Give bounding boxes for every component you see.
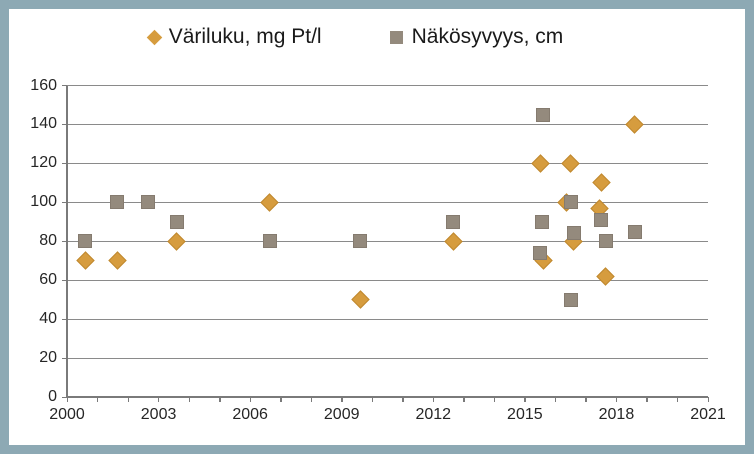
data-point-nakosyvyys: [534, 214, 549, 229]
x-tick-mark: [707, 397, 709, 402]
x-tick-mark: [554, 397, 557, 402]
data-point-nakosyvyys: [533, 245, 548, 260]
legend-item-nakosyvyys: Näkösyvyys, cm: [389, 25, 564, 49]
y-tick-mark: [62, 240, 67, 243]
gridline: [67, 357, 708, 359]
y-tick-label: 60: [39, 271, 57, 289]
data-point-variluku: [76, 251, 95, 270]
nakosyvyys-square-icon: [389, 30, 403, 44]
x-tick-mark: [97, 397, 99, 402]
data-point-variluku: [625, 115, 644, 134]
y-tick-mark: [62, 85, 67, 87]
x-axis-line: [67, 396, 708, 398]
plot-area: 0 20 40 60 80 100 120 140 160 2000 2003 2006 2009 201…: [9, 9, 745, 445]
y-tick-label: 0: [48, 388, 57, 405]
x-tick-mark: [127, 397, 129, 402]
data-point-nakosyvyys: [446, 214, 461, 229]
data-point-nakosyvyys: [78, 234, 93, 249]
x-tick-mark: [432, 397, 435, 402]
x-tick-mark: [371, 397, 374, 402]
y-tick-mark: [62, 318, 67, 321]
x-tick-mark: [493, 397, 496, 402]
x-tick-label: 2000: [49, 406, 85, 423]
x-tick-mark: [646, 397, 648, 402]
x-tick-mark: [615, 397, 618, 402]
x-tick-label: 2015: [507, 406, 543, 423]
data-point-variluku: [530, 154, 550, 173]
data-point-nakosyvyys: [563, 292, 578, 307]
gridline: [67, 318, 708, 320]
data-point-variluku: [591, 173, 611, 193]
data-point-variluku: [108, 251, 127, 270]
y-tick-label: 40: [39, 310, 57, 328]
gridline: [67, 279, 708, 281]
data-point-nakosyvyys: [536, 107, 551, 122]
data-point-nakosyvyys: [262, 234, 277, 249]
data-point-variluku: [260, 193, 280, 212]
x-tick-mark: [280, 397, 282, 402]
data-point-nakosyvyys: [110, 195, 125, 210]
data-point-variluku: [561, 154, 580, 173]
y-tick-label: 100: [30, 193, 57, 211]
x-tick-mark: [158, 397, 160, 402]
x-tick-label: 2021: [690, 406, 726, 423]
x-tick-label: 2012: [415, 406, 452, 423]
y-tick-label: 120: [30, 154, 57, 172]
x-tick-mark: [310, 397, 313, 402]
x-tick-mark: [585, 397, 587, 402]
data-point-nakosyvyys: [627, 224, 642, 239]
y-tick-mark: [62, 162, 67, 165]
gridline: [67, 240, 708, 242]
y-tick-mark: [62, 201, 67, 204]
x-tick-label: 2009: [323, 406, 360, 423]
data-point-nakosyvyys: [563, 195, 578, 210]
data-point-nakosyvyys: [140, 195, 155, 210]
y-tick-label: 140: [30, 115, 57, 133]
x-tick-mark: [676, 397, 679, 402]
legend-item-label: Väriluku, mg Pt/l: [168, 25, 322, 48]
x-tick-mark: [524, 397, 526, 402]
data-point-variluku: [596, 267, 615, 286]
x-tick-mark: [249, 397, 252, 402]
data-point-nakosyvyys: [169, 214, 184, 229]
gridline: [67, 162, 708, 164]
data-point-nakosyvyys: [594, 212, 609, 227]
data-point-nakosyvyys: [598, 234, 613, 249]
legend-item-variluku: Väriluku, mg Pt/l: [146, 25, 322, 49]
y-tick-label: 20: [39, 349, 57, 367]
data-point-variluku: [443, 232, 463, 251]
y-tick-mark: [62, 279, 67, 282]
x-tick-label: 2018: [598, 406, 635, 423]
x-tick-mark: [66, 397, 68, 402]
chart-legend: Väriluku, mg Pt/l Näkösyvyys, cm: [9, 20, 724, 54]
x-tick-mark: [402, 397, 404, 402]
x-tick-mark: [219, 397, 221, 402]
x-tick-mark: [341, 397, 343, 402]
x-tick-label: 2003: [140, 406, 177, 423]
y-tick-mark: [62, 357, 67, 359]
gridline: [67, 201, 708, 203]
y-axis-line: [66, 85, 68, 397]
legend-item-label: Näkösyvyys, cm: [411, 25, 564, 48]
y-tick-mark: [62, 123, 67, 126]
gridline: [67, 123, 708, 125]
x-tick-label: 2006: [232, 406, 268, 423]
data-point-nakosyvyys: [353, 234, 368, 249]
y-tick-label: 80: [39, 232, 57, 250]
data-point-nakosyvyys: [566, 226, 581, 241]
y-tick-mark: [62, 396, 67, 398]
x-tick-mark: [463, 397, 465, 402]
data-point-variluku: [350, 290, 370, 309]
data-point-variluku: [167, 232, 187, 251]
gridline: [67, 85, 708, 86]
y-tick-label: 160: [30, 76, 57, 94]
x-tick-mark: [188, 397, 190, 402]
